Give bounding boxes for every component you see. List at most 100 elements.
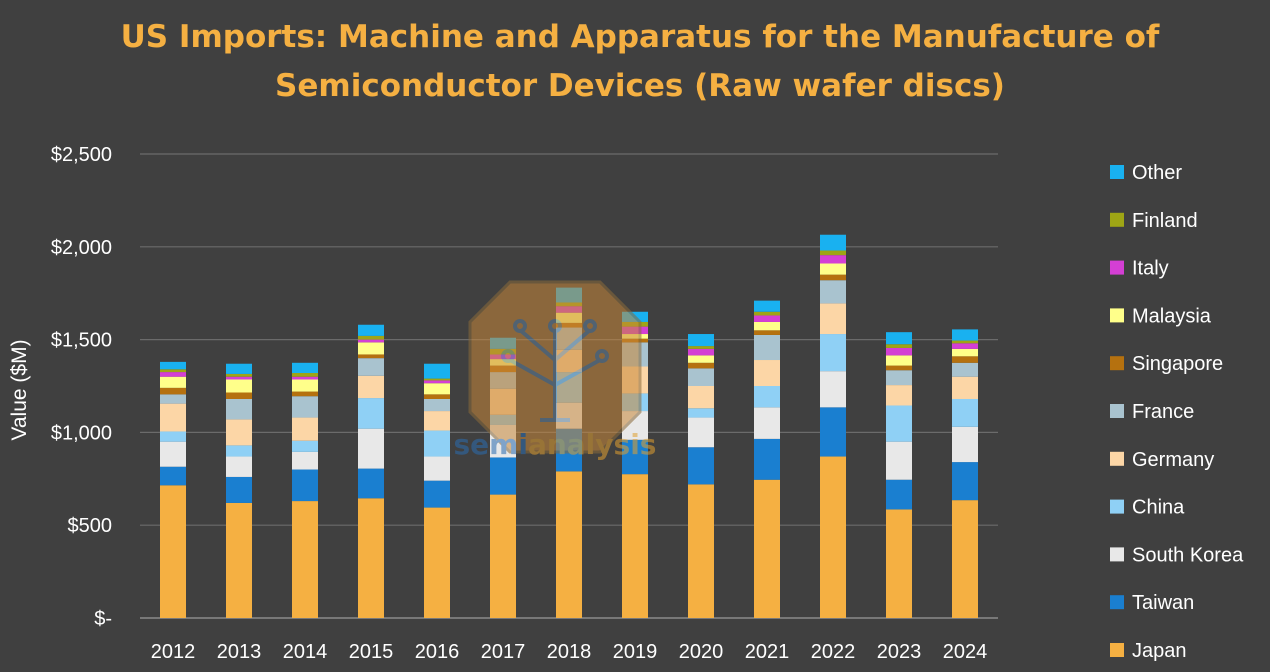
bar-japan-2018	[556, 471, 582, 618]
bar-other-2022	[820, 234, 846, 251]
bar-taiwan-2024	[952, 462, 978, 501]
bar-germany-2013	[226, 419, 252, 446]
bar-other-2015	[358, 324, 384, 336]
bar-singapore-2012	[160, 387, 186, 395]
bar-south-korea-2023	[886, 441, 912, 480]
bar-germany-2012	[160, 403, 186, 432]
bar-japan-2022	[820, 456, 846, 618]
legend-label: Malaysia	[1132, 305, 1212, 327]
bar-germany-2024	[952, 376, 978, 399]
legend-swatch	[1110, 547, 1124, 562]
legend-item-china: China	[1110, 497, 1185, 519]
bar-china-2012	[160, 431, 186, 442]
bar-taiwan-2017	[490, 457, 516, 495]
legend-item-south-korea: South Korea	[1110, 544, 1244, 566]
bar-stack-2024	[952, 329, 978, 618]
bar-china-2013	[226, 445, 252, 457]
bar-china-2020	[688, 408, 714, 418]
bar-germany-2016	[424, 411, 450, 431]
bar-finland-2014	[292, 373, 318, 377]
x-tick-label: 2018	[547, 641, 592, 663]
bar-finland-2023	[886, 344, 912, 348]
bar-malaysia-2015	[358, 342, 384, 355]
bar-singapore-2022	[820, 274, 846, 281]
bar-malaysia-2023	[886, 355, 912, 366]
bar-malaysia-2022	[820, 263, 846, 275]
bar-singapore-2015	[358, 354, 384, 359]
bar-malaysia-2013	[226, 379, 252, 393]
bar-germany-2020	[688, 386, 714, 409]
bar-other-2021	[754, 300, 780, 312]
bar-taiwan-2016	[424, 480, 450, 508]
bar-china-2016	[424, 430, 450, 457]
bar-singapore-2020	[688, 362, 714, 369]
legend-swatch	[1110, 499, 1124, 514]
y-tick-label: $2,500	[51, 144, 112, 166]
chart-title-line-1: US Imports: Machine and Apparatus for th…	[121, 19, 1160, 55]
legend-swatch	[1110, 260, 1124, 275]
y-tick-label: $2,000	[51, 237, 112, 259]
y-tick-label: $1,000	[51, 422, 112, 444]
bar-south-korea-2021	[754, 407, 780, 439]
bar-japan-2016	[424, 507, 450, 618]
bar-singapore-2023	[886, 365, 912, 371]
x-tick-label: 2019	[613, 641, 658, 663]
y-tick-label: $-	[94, 608, 112, 630]
bar-south-korea-2022	[820, 371, 846, 408]
x-tick-label: 2015	[349, 641, 394, 663]
y-axis-ticks: $- $500 $1,000 $1,500 $2,000 $2,500	[51, 144, 112, 630]
y-tick-label: $500	[68, 515, 113, 537]
bar-italy-2013	[226, 376, 252, 380]
bar-other-2024	[952, 329, 978, 341]
bar-france-2021	[754, 334, 780, 361]
bar-south-korea-2016	[424, 456, 450, 481]
bar-finland-2015	[358, 335, 384, 340]
bar-taiwan-2020	[688, 447, 714, 485]
bar-malaysia-2012	[160, 376, 186, 388]
bar-stack-2023	[886, 332, 912, 618]
legend-item-italy: Italy	[1110, 258, 1169, 280]
bar-germany-2022	[820, 303, 846, 335]
bar-china-2024	[952, 398, 978, 427]
bar-malaysia-2016	[424, 383, 450, 395]
legend-swatch	[1110, 165, 1124, 179]
watermark-text-analysis: analysis	[528, 428, 657, 461]
x-tick-label: 2023	[877, 641, 922, 663]
chart-title-line-2: Semiconductor Devices (Raw wafer discs)	[275, 68, 1005, 104]
bar-malaysia-2020	[688, 355, 714, 363]
bar-italy-2012	[160, 372, 186, 377]
bar-china-2015	[358, 398, 384, 429]
bar-italy-2021	[754, 315, 780, 322]
bar-italy-2023	[886, 347, 912, 356]
legend-label: Germany	[1132, 449, 1214, 471]
bar-other-2016	[424, 363, 450, 379]
x-tick-label: 2017	[481, 641, 526, 663]
bar-stack-2012	[160, 361, 186, 618]
bar-france-2012	[160, 394, 186, 404]
bar-stack-2016	[424, 363, 450, 618]
y-tick-label: $1,500	[51, 330, 112, 352]
bar-japan-2020	[688, 484, 714, 618]
bar-south-korea-2024	[952, 426, 978, 463]
bar-france-2015	[358, 358, 384, 376]
legend-item-finland: Finland	[1110, 210, 1198, 232]
bar-stack-2014	[292, 362, 318, 618]
bar-france-2014	[292, 396, 318, 418]
bar-south-korea-2020	[688, 417, 714, 448]
bar-italy-2016	[424, 380, 450, 384]
bar-china-2022	[820, 334, 846, 372]
bar-france-2024	[952, 362, 978, 377]
legend-swatch	[1110, 308, 1124, 323]
bar-taiwan-2014	[292, 469, 318, 502]
bar-france-2023	[886, 370, 912, 386]
legend-label: Singapore	[1132, 353, 1223, 375]
legend-item-japan: Japan	[1110, 640, 1187, 662]
bar-taiwan-2015	[358, 468, 384, 499]
bar-taiwan-2013	[226, 476, 252, 503]
bar-japan-2014	[292, 501, 318, 618]
bar-germany-2015	[358, 375, 384, 399]
bar-japan-2013	[226, 502, 252, 618]
legend-swatch	[1110, 212, 1124, 227]
bar-italy-2015	[358, 339, 384, 343]
